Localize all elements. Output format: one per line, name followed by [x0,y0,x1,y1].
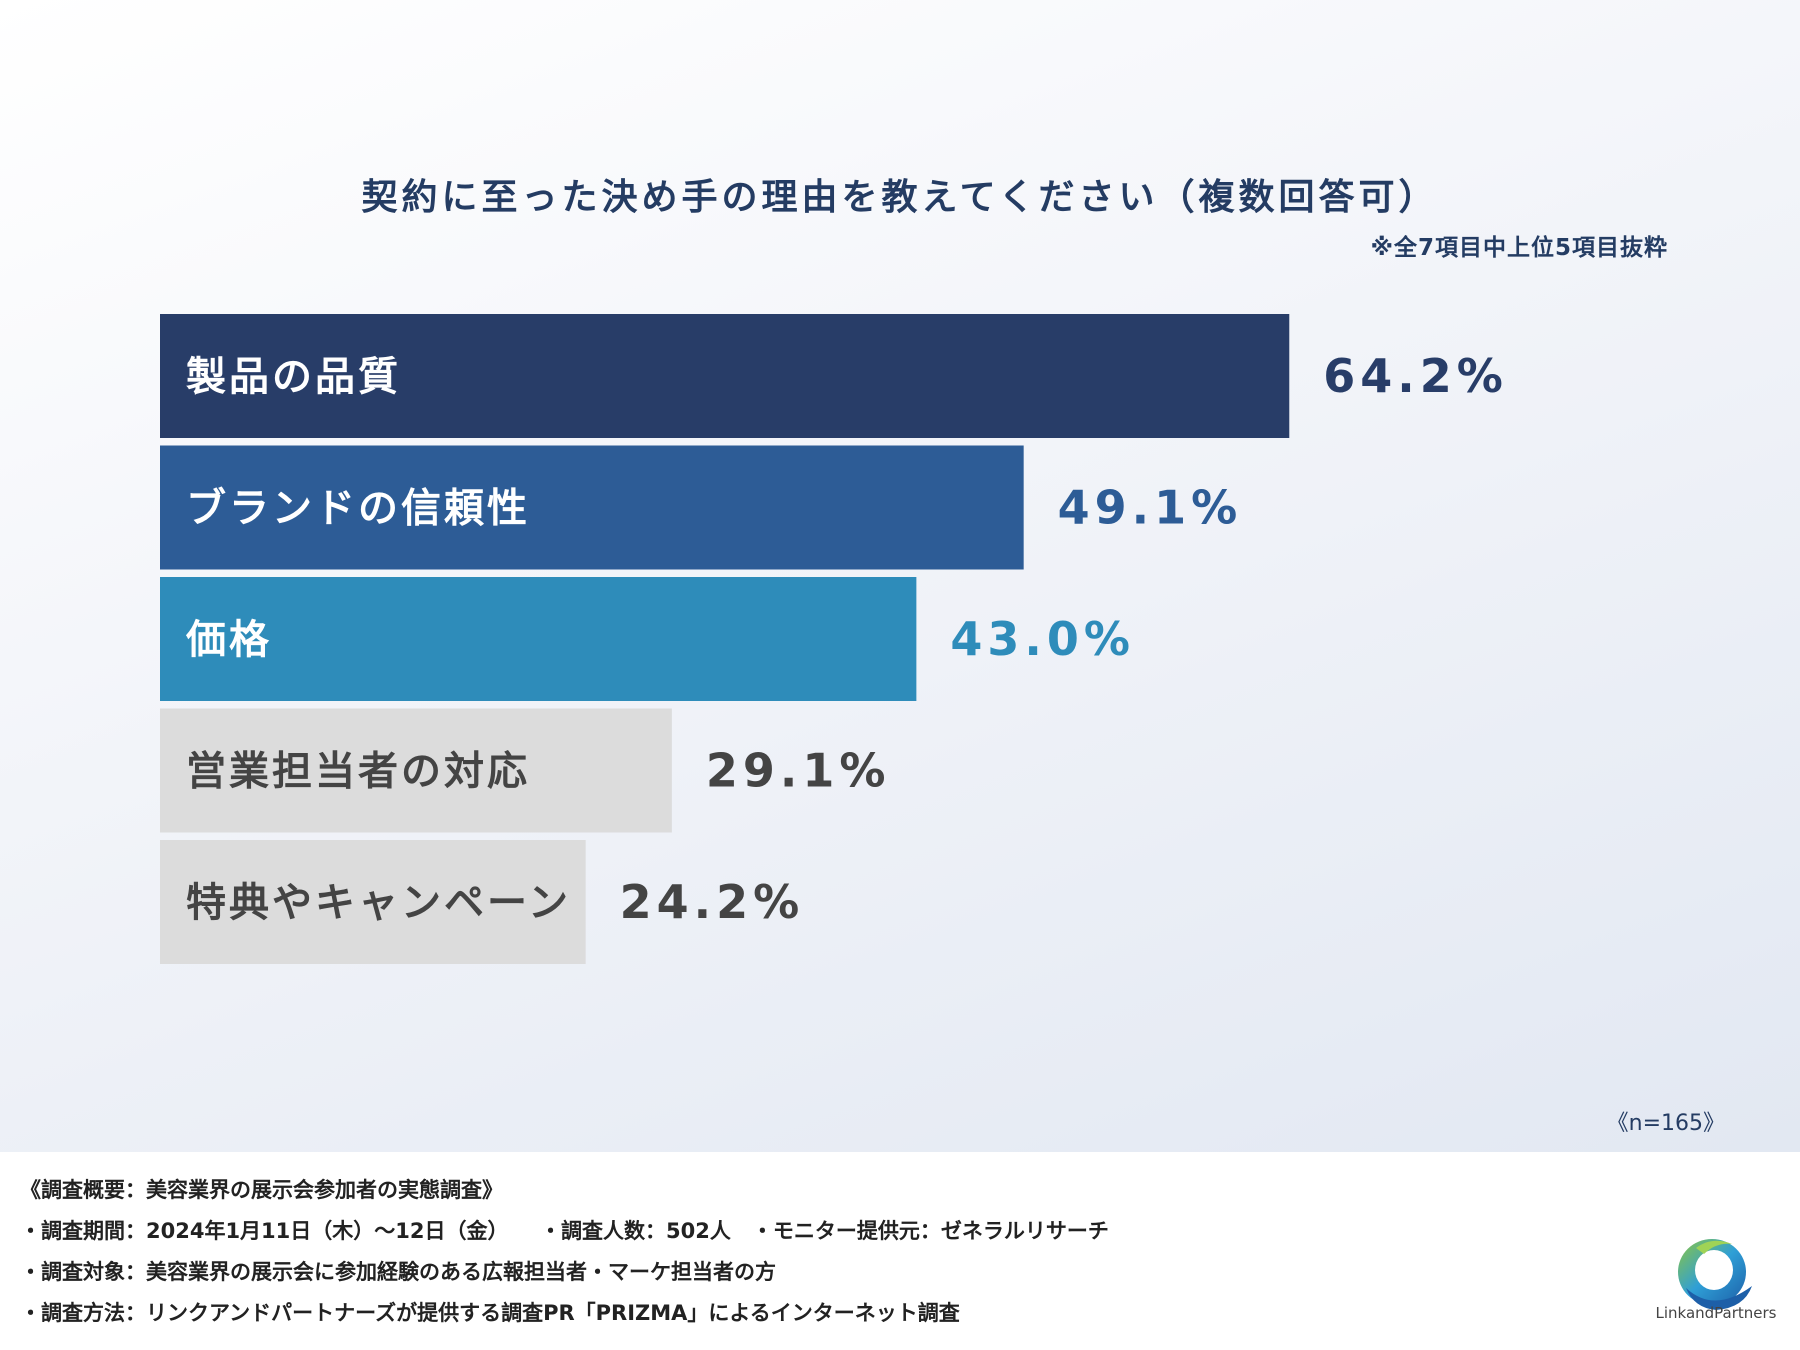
survey-summary-line: ・調査対象：美容業界の展示会に参加経験のある広報担当者・マーケ担当者の方 [20,1260,776,1284]
logo-text: LinkandPartners [1655,1304,1777,1322]
bar-category-label: ブランドの信頼性 [186,486,530,532]
link-and-partners-logo-icon [1678,1239,1752,1310]
bar-2 [160,445,1024,570]
bar-value-label: 29.1% [706,744,891,798]
bar-category-label: 営業担当者の対応 [186,749,530,795]
bar-value-label: 43.0% [950,612,1135,666]
bar-value-label: 64.2% [1323,349,1508,403]
survey-summary: 《調査概要：美容業界の展示会参加者の実態調査》 ・調査期間：2024年1月11日… [20,1170,1620,1334]
survey-summary-heading: 《調査概要：美容業界の展示会参加者の実態調査》 [20,1178,503,1202]
chart-subtitle: ※全7項目中上位5項目抜粋 [1370,235,1668,261]
bar-value-label: 24.2% [620,875,805,929]
survey-summary-line: ・調査期間：2024年1月11日（木）〜12日（金） ・調査人数：502人 ・モ… [20,1219,1109,1243]
bar-category-label: 製品の品質 [186,354,401,400]
bar-1 [160,314,1290,438]
bar-category-label: 特典やキャンペーン [186,880,571,926]
chart-area: 契約に至った決め手の理由を教えてください（複数回答可） ※全7項目中上位5項目抜… [0,0,1800,1152]
survey-summary-line: ・調査方法：リンクアンドパートナーズが提供する調査PR「PRIZMA」によるイン… [20,1301,960,1325]
bar-chart: 製品の品質 64.2% ブランドの信頼性 49.1% 価格 43.0% 営業担当者の対応 29… [160,314,1508,964]
bar-4 [160,708,672,833]
bar-category-label: 価格 [185,617,272,663]
bar-5 [160,840,586,964]
chart-title: 契約に至った決め手の理由を教えてください（複数回答可） [361,177,1439,218]
sample-size-label: 《n=165》 [1606,1111,1725,1136]
bar-3 [160,577,917,701]
bar-value-label: 49.1% [1058,481,1243,535]
